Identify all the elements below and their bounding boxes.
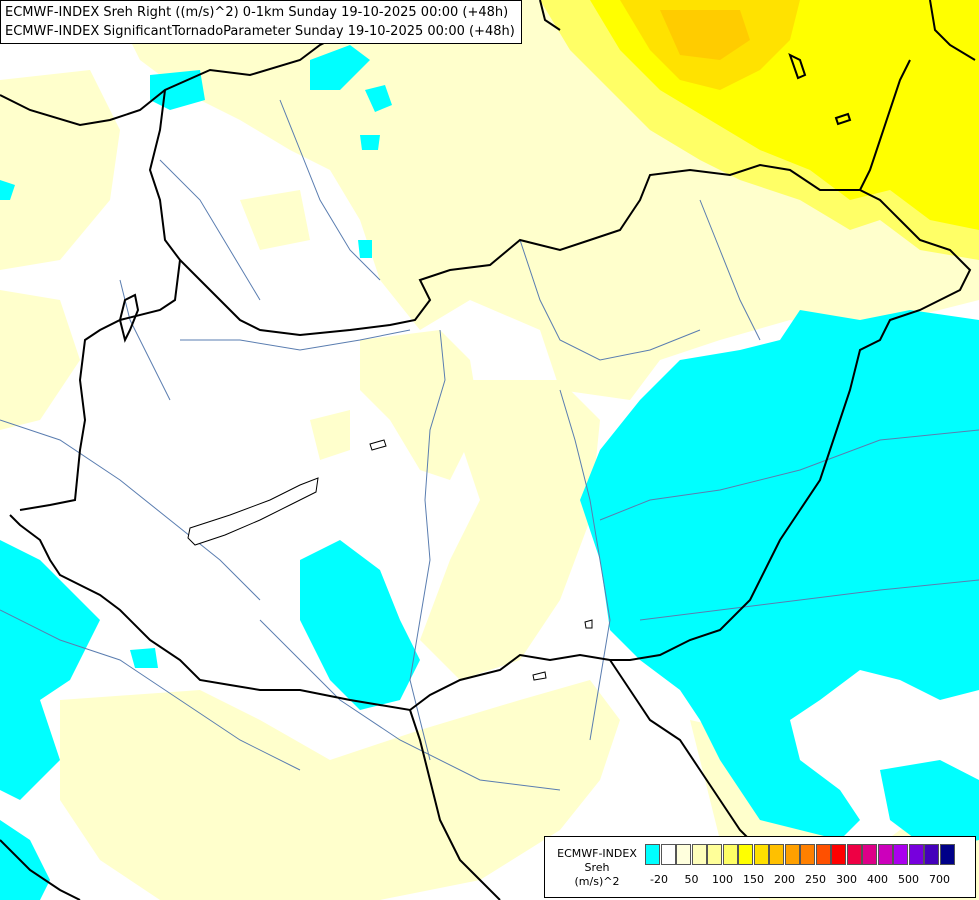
legend-swatch bbox=[645, 844, 660, 865]
legend-tick-label: 250 bbox=[805, 873, 826, 886]
legend-swatch bbox=[877, 844, 893, 865]
legend-swatch bbox=[691, 844, 707, 865]
legend-tick-label: 150 bbox=[743, 873, 764, 886]
legend-swatch bbox=[846, 844, 862, 865]
legend-tick-label: 300 bbox=[836, 873, 857, 886]
cyan-regions bbox=[0, 45, 979, 900]
legend-swatch bbox=[908, 844, 924, 865]
map-header: ECMWF-INDEX Sreh Right ((m/s)^2) 0-1km S… bbox=[0, 0, 522, 44]
legend-swatch bbox=[893, 844, 908, 865]
legend-tick-label: 200 bbox=[774, 873, 795, 886]
legend-swatch bbox=[815, 844, 831, 865]
color-legend: ECMWF-INDEX Sreh (m/s)^2 -20 50 100 150 200 2… bbox=[544, 836, 976, 898]
header-line-2: ECMWF-INDEX SignificantTornadoParameter … bbox=[5, 24, 515, 39]
rivers bbox=[0, 99, 979, 791]
legend-title: ECMWF-INDEX Sreh (m/s)^2 bbox=[549, 847, 645, 889]
legend-swatch bbox=[738, 844, 753, 865]
legend-swatch bbox=[753, 844, 769, 865]
legend-tick-label: 50 bbox=[684, 873, 699, 886]
legend-swatch bbox=[660, 844, 676, 865]
legend-swatches bbox=[645, 844, 955, 865]
header-line-1: ECMWF-INDEX Sreh Right ((m/s)^2) 0-1km S… bbox=[5, 5, 509, 20]
legend-tick-label: 100 bbox=[712, 873, 733, 886]
legend-line-3: (m/s)^2 bbox=[574, 875, 620, 888]
legend-tick-label: 700 bbox=[929, 873, 950, 886]
legend-swatch bbox=[707, 844, 722, 865]
legend-swatch bbox=[924, 844, 939, 865]
lakes bbox=[187, 439, 593, 681]
legend-swatch bbox=[800, 844, 815, 865]
legend-swatch bbox=[784, 844, 800, 865]
legend-swatch bbox=[722, 844, 738, 865]
legend-tick-label: 500 bbox=[898, 873, 919, 886]
legend-ticks: -20 50 100 150 200 250 300 400 500 700 bbox=[645, 873, 975, 889]
legend-swatch bbox=[939, 844, 955, 865]
legend-line-2: Sreh bbox=[584, 861, 610, 874]
legend-swatch bbox=[831, 844, 846, 865]
legend-swatch bbox=[862, 844, 877, 865]
legend-line-1: ECMWF-INDEX bbox=[557, 847, 637, 860]
legend-tick-label: 400 bbox=[867, 873, 888, 886]
legend-swatch bbox=[769, 844, 784, 865]
legend-swatch bbox=[676, 844, 691, 865]
legend-tick-label: -20 bbox=[650, 873, 668, 886]
